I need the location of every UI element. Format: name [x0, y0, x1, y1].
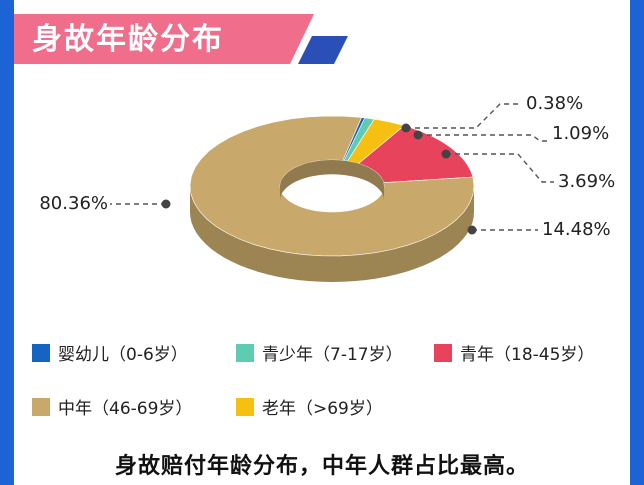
card: 身故年龄分布 0.38% 1.09% 3.69% 14.48% 80.36% 婴幼儿（0… — [14, 0, 630, 485]
leader-line-1 — [418, 134, 548, 142]
leader-dot-3 — [467, 225, 477, 235]
page-title: 身故年龄分布 — [32, 22, 224, 57]
legend-label-infant: 婴幼儿（0-6岁） — [58, 345, 188, 365]
legend-swatch-middle — [32, 397, 50, 416]
leader-line-0 — [406, 103, 522, 129]
donut-slice-0 — [342, 117, 366, 161]
legend-item-youth: 青年（18-45岁） — [434, 340, 594, 365]
data-label-3: 14.48% — [542, 219, 611, 240]
title-banner — [14, 14, 314, 64]
donut-hole — [280, 160, 384, 212]
leader-dot-4 — [161, 199, 171, 209]
legend-item-teen: 青少年（7-17岁） — [236, 340, 403, 365]
legend-swatch-teen — [236, 343, 254, 362]
legend-item-infant: 婴幼儿（0-6岁） — [32, 340, 188, 365]
legend-label-youth: 青年（18-45岁） — [460, 345, 595, 365]
data-label-1: 1.09% — [552, 123, 609, 144]
legend-item-elder: 老年（>69岁） — [236, 394, 383, 419]
legend-label-teen: 青少年（7-17岁） — [262, 345, 403, 365]
data-label-2: 3.69% — [558, 171, 615, 192]
data-label-4: 80.36% — [39, 193, 108, 214]
legend-label-elder: 老年（>69岁） — [262, 399, 383, 419]
data-labels: 0.38% 1.09% 3.69% 14.48% 80.36% — [39, 93, 615, 240]
legend-label-middle: 中年（46-69岁） — [58, 399, 193, 419]
legend-swatch-elder — [236, 397, 254, 416]
leader-dot-2 — [441, 149, 451, 159]
donut-wall-4 — [190, 186, 474, 282]
legend-swatch-youth — [434, 343, 452, 362]
legend-swatch-infant — [32, 343, 50, 362]
leader-dot-1 — [413, 130, 423, 140]
leader-line-2 — [446, 153, 554, 183]
donut-chart: 0.38% 1.09% 3.69% 14.48% 80.36% — [39, 93, 615, 282]
donut-hole-wall — [280, 160, 384, 201]
leader-dot-0 — [401, 123, 411, 133]
legend-item-middle: 中年（46-69岁） — [32, 394, 192, 419]
caption: 身故赔付年龄分布，中年人群占比最高。 — [114, 454, 529, 479]
donut-side-walls — [190, 186, 474, 282]
data-label-0: 0.38% — [526, 93, 583, 114]
title-stripe — [298, 36, 348, 64]
